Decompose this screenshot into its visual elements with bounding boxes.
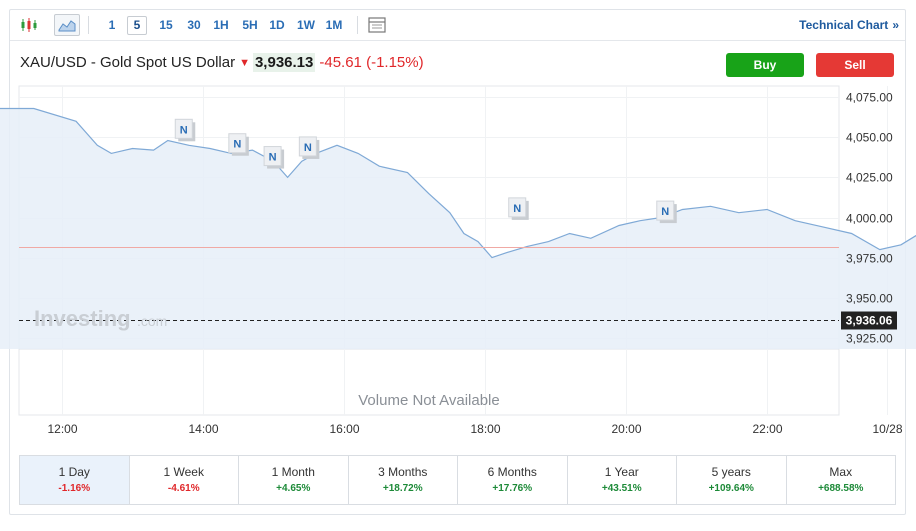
y-tick-label: 4,000.00 xyxy=(846,212,893,226)
toolbar-divider xyxy=(88,16,89,34)
y-tick-label: 3,950.00 xyxy=(846,292,893,306)
news-marker-box xyxy=(228,133,247,154)
investing-watermark-suffix: .com xyxy=(137,313,167,329)
period-change-value: +17.76% xyxy=(492,483,533,494)
double-chevron-right-icon: » xyxy=(892,18,899,32)
timeframe-1h-button[interactable]: 1H xyxy=(213,18,229,32)
period-max[interactable]: Max +688.58% xyxy=(787,456,896,504)
sell-button[interactable]: Sell xyxy=(816,53,894,77)
y-tick-label: 4,050.00 xyxy=(846,131,893,145)
x-tick-label: 18:00 xyxy=(470,422,500,436)
news-marker-box xyxy=(508,197,527,218)
timeframe-1-button[interactable]: 1 xyxy=(108,18,116,32)
period-6-months[interactable]: 6 Months +17.76% xyxy=(458,456,568,504)
down-arrow-icon: ▼ xyxy=(239,57,250,69)
performance-periods: 1 Day -1.16% 1 Week -4.61% 1 Month +4.65% 3 Mo… xyxy=(19,455,896,505)
y-tick-label: 3,925.00 xyxy=(846,332,893,346)
news-marker[interactable]: N xyxy=(656,200,677,224)
news-marker[interactable]: N xyxy=(228,133,249,156)
news-marker-label: N xyxy=(304,142,312,154)
period-change-value: +18.72% xyxy=(382,483,423,494)
volume-not-available-text: Volume Not Available xyxy=(358,392,499,409)
timeframe-5h-button[interactable]: 5H xyxy=(242,18,258,32)
chart-toolbar: 1 5 15 30 1H 5H 1D 1W 1M Technical Chart» xyxy=(10,10,905,41)
last-price-tag xyxy=(841,311,897,330)
period-label: 5 years xyxy=(711,465,751,479)
news-marker[interactable]: N xyxy=(298,136,320,159)
candlestick-chart-icon[interactable] xyxy=(18,14,40,36)
technical-chart-link[interactable]: Technical Chart» xyxy=(799,18,899,32)
calendar-table-icon-graphic xyxy=(368,17,386,33)
period-label: 1 Month xyxy=(271,465,315,479)
instrument-name: XAU/USD - Gold Spot US Dollar xyxy=(20,54,236,71)
price-line xyxy=(0,107,916,259)
x-tick-label: 12:00 xyxy=(47,422,77,436)
timeframe-5-button[interactable]: 5 xyxy=(127,16,147,35)
news-marker-box xyxy=(174,118,193,139)
price-area xyxy=(0,108,916,349)
news-marker[interactable]: N xyxy=(508,197,529,220)
period-label: 1 Week xyxy=(163,465,204,479)
price-chart[interactable]: 3,936.06 Investing .com Volume Not Availab… xyxy=(0,0,916,455)
period-change-value: +4.65% xyxy=(276,483,311,494)
news-marker-label: N xyxy=(269,152,277,164)
news-marker-box xyxy=(263,146,282,167)
timeframe-30-button[interactable]: 30 xyxy=(187,18,201,32)
price-change: -45.61 (-1.15%) xyxy=(319,54,423,71)
period-3-months[interactable]: 3 Months +18.72% xyxy=(349,456,458,504)
investing-watermark: Investing xyxy=(34,306,131,331)
x-tick-label: 22:00 xyxy=(752,422,782,436)
period-1-week[interactable]: 1 Week -4.61% xyxy=(130,456,239,504)
news-marker-label: N xyxy=(513,203,521,215)
technical-chart-label: Technical Chart xyxy=(799,18,889,32)
period-label: 6 Months xyxy=(487,465,537,479)
area-chart-icon[interactable] xyxy=(54,14,80,36)
buy-button[interactable]: Buy xyxy=(726,53,804,77)
news-marker-label: N xyxy=(233,139,241,151)
news-marker-box xyxy=(656,200,675,221)
period-5-years[interactable]: 5 years +109.64% xyxy=(677,456,787,504)
x-tick-label: 14:00 xyxy=(188,422,218,436)
period-change-value: -4.61% xyxy=(167,483,200,494)
news-marker[interactable]: N xyxy=(174,118,196,142)
toolbar-divider xyxy=(357,16,358,34)
period-change-value: +688.58% xyxy=(818,483,864,494)
x-tick-label: 10/28 xyxy=(872,422,902,436)
period-change-value: +43.51% xyxy=(601,483,642,494)
period-label: Max xyxy=(829,465,853,479)
timeframe-1w-button[interactable]: 1W xyxy=(297,18,315,32)
reference-line-layer: 3,936.06 xyxy=(19,247,897,330)
period-1-year[interactable]: 1 Year +43.51% xyxy=(568,456,677,504)
period-change-value: +109.64% xyxy=(708,483,754,494)
x-tick-label: 20:00 xyxy=(611,422,641,436)
news-marker-label: N xyxy=(661,206,669,218)
price-change-percent: (-1.15%) xyxy=(366,54,424,71)
area-chart-icon-graphic xyxy=(58,20,76,32)
period-label: 3 Months xyxy=(378,465,428,479)
news-markers: NNNNNNNN xyxy=(174,118,677,224)
y-tick-label: 3,975.00 xyxy=(846,252,893,266)
candlestick-chart-icon-graphic xyxy=(21,18,37,32)
last-price-label: 3,936.06 xyxy=(846,314,893,328)
calendar-table-icon[interactable] xyxy=(366,14,388,36)
news-marker-label: N xyxy=(180,124,188,136)
x-tick-label: 16:00 xyxy=(329,422,359,436)
price-change-value: -45.61 xyxy=(319,54,362,71)
news-marker-box xyxy=(298,136,317,157)
news-marker[interactable]: N xyxy=(263,146,285,169)
y-tick-label: 4,025.00 xyxy=(846,171,893,185)
period-label: 1 Day xyxy=(58,465,90,479)
period-change-value: -1.16% xyxy=(58,483,91,494)
timeframe-1d-button[interactable]: 1D xyxy=(269,18,285,32)
watermark-layer: Investing .com Volume Not Available xyxy=(34,306,500,409)
timeframe-1m-button[interactable]: 1M xyxy=(325,18,343,32)
axes: 12:0014:0016:0018:0020:0022:0010/2802:30… xyxy=(47,91,902,437)
timeframe-15-button[interactable]: 15 xyxy=(159,18,173,32)
quote-header: XAU/USD - Gold Spot US Dollar ▼ 3,936.13 -4… xyxy=(20,53,424,72)
last-price: 3,936.13 xyxy=(252,53,316,72)
y-tick-label: 4,075.00 xyxy=(846,91,893,105)
period-label: 1 Year xyxy=(604,465,639,479)
period-1-day[interactable]: 1 Day -1.16% xyxy=(20,456,130,504)
period-1-month[interactable]: 1 Month +4.65% xyxy=(239,456,349,504)
